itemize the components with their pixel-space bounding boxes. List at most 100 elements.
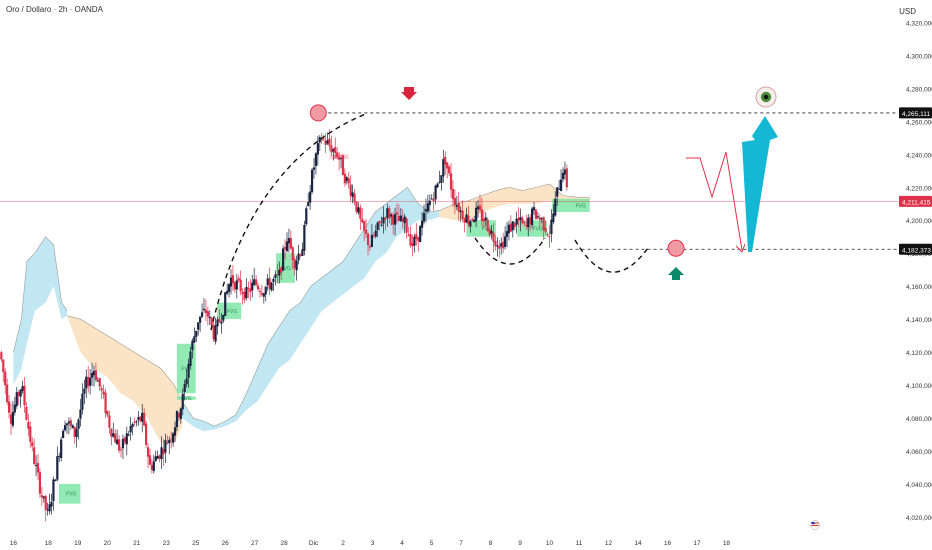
- candle-body: [484, 217, 487, 221]
- candle-body: [185, 378, 188, 385]
- candle-body: [409, 234, 412, 246]
- cloud-orange-1: [67, 315, 183, 443]
- candle-body: [283, 247, 287, 250]
- candle-body: [152, 461, 155, 472]
- candle-body: [206, 311, 209, 317]
- candle-body: [513, 223, 516, 228]
- fvg-zone: [58, 483, 81, 504]
- candle-body: [436, 183, 439, 188]
- candle-body: [52, 479, 55, 502]
- candle-body: [268, 277, 271, 289]
- candle-body: [559, 179, 563, 192]
- candle-body: [189, 351, 192, 366]
- price-label-box: [899, 107, 932, 119]
- candle-body: [368, 246, 372, 248]
- candle-body: [7, 401, 11, 413]
- candle-body: [247, 287, 250, 289]
- candle-body: [121, 438, 125, 449]
- candle-body: [303, 224, 306, 251]
- candle-body: [415, 234, 418, 239]
- candle-body: [401, 218, 404, 222]
- candle-body: [455, 205, 458, 207]
- candle-body: [133, 421, 136, 423]
- time-tick-label: 18: [45, 540, 53, 547]
- candle-body: [527, 217, 530, 228]
- candle-body: [274, 274, 277, 278]
- candle-body: [345, 177, 348, 182]
- candle-body: [96, 380, 99, 382]
- price-tick-label: 4,160,000: [906, 284, 932, 291]
- time-tick-label: 7: [459, 540, 463, 547]
- candle-body: [548, 236, 551, 238]
- candle-body: [33, 447, 36, 464]
- candle-body: [243, 291, 246, 300]
- candle-body: [307, 202, 310, 206]
- candle-body: [67, 421, 70, 424]
- candle-body: [529, 217, 532, 225]
- candle-body: [320, 139, 323, 141]
- candle-body: [204, 309, 208, 314]
- price-label-text: 4,211,415: [902, 199, 931, 206]
- time-tick-label: 8: [489, 540, 493, 547]
- candle-body: [403, 216, 406, 224]
- candle-body: [17, 391, 20, 396]
- candle-body: [40, 495, 43, 498]
- eyeball-icon: [755, 86, 777, 108]
- candle-body: [451, 189, 455, 200]
- candle-body: [19, 389, 22, 397]
- candle-body: [322, 138, 325, 140]
- candle-body: [256, 285, 260, 290]
- candle-body: [509, 223, 512, 232]
- time-tick-label: 27: [251, 540, 259, 547]
- candle-body: [552, 213, 555, 223]
- fvg-label: FVG: [281, 266, 291, 272]
- candle-body: [87, 377, 90, 387]
- candle-body: [146, 447, 150, 457]
- candle-body: [108, 415, 111, 428]
- candle-body: [534, 209, 538, 220]
- arrow-up-green-icon: [668, 267, 684, 280]
- candle-body: [282, 248, 285, 271]
- fvg-label: FVG: [66, 492, 76, 498]
- candle-body: [253, 279, 256, 285]
- candle-body: [372, 235, 375, 237]
- candle-body: [343, 173, 346, 184]
- candles: [0, 129, 568, 522]
- flag-stripe: [811, 522, 819, 524]
- candle-body: [6, 384, 9, 403]
- time-tick-label: 14: [634, 540, 642, 547]
- candle-body: [376, 222, 379, 230]
- candle-body: [79, 409, 82, 419]
- candle-body: [353, 193, 356, 203]
- candle-body: [490, 230, 493, 234]
- rounded-bottom-arc-1: [474, 237, 546, 265]
- us-flag-icon: [810, 520, 820, 530]
- candle-body: [420, 220, 424, 228]
- candle-body: [413, 236, 416, 246]
- candle-body: [309, 191, 312, 203]
- candle-body: [116, 439, 119, 445]
- candle-body: [227, 284, 231, 292]
- candle-body: [523, 222, 526, 224]
- time-tick-label: 12: [605, 540, 613, 547]
- candle-body: [459, 210, 462, 213]
- candle-body: [226, 290, 229, 294]
- candle-body: [355, 201, 358, 212]
- candle-body: [494, 240, 497, 247]
- price-tick-label: 4,220,000: [906, 185, 932, 192]
- candle-body: [216, 319, 219, 327]
- candle-body: [565, 168, 568, 188]
- cloud-blue-2-edge: [182, 186, 440, 427]
- price-label-text: 4,182,373: [902, 247, 931, 254]
- time-tick-label: 10: [546, 540, 554, 547]
- candle-body: [233, 282, 236, 290]
- fvg-label: FVG: [181, 396, 191, 402]
- candle-body: [461, 210, 464, 219]
- fvg-zone: [276, 253, 295, 283]
- candle-body: [83, 388, 86, 394]
- fvg-zone: [176, 396, 196, 400]
- candle-body: [65, 423, 69, 426]
- candle-body: [349, 184, 352, 196]
- candle-body: [63, 425, 67, 431]
